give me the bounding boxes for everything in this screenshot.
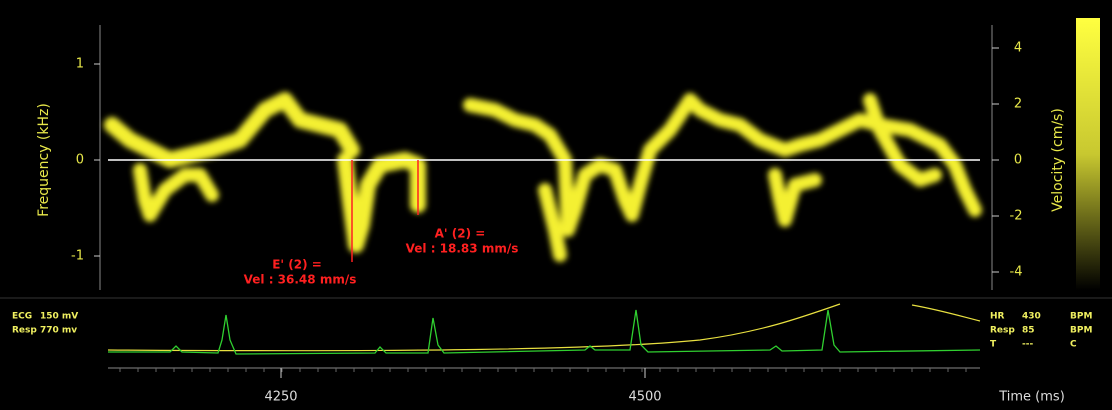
physio-value: 85 bbox=[1022, 326, 1035, 336]
right-tick-label: 2 bbox=[1014, 97, 1022, 112]
physio-value: 150 mV bbox=[40, 312, 78, 322]
physio-unit: BPM bbox=[1070, 326, 1092, 336]
ecg-trace bbox=[108, 309, 981, 355]
time-axis-label: Time (ms) bbox=[998, 390, 1065, 405]
annotation-value: Vel : 36.48 mm/s bbox=[244, 273, 357, 287]
physio-unit: BPM bbox=[1070, 312, 1092, 322]
spectral-trace bbox=[538, 183, 567, 262]
physio-name: HR bbox=[990, 312, 1005, 322]
physio-value: --- bbox=[1022, 340, 1033, 350]
physio-unit: C bbox=[1070, 340, 1077, 350]
time-tick-label: 4250 bbox=[264, 390, 297, 405]
physio-value: 430 bbox=[1022, 312, 1041, 322]
spectral-trace bbox=[768, 168, 822, 227]
right-tick-label: 4 bbox=[1014, 41, 1022, 56]
spectral-trace bbox=[133, 163, 219, 222]
physio-value: 770 mv bbox=[40, 326, 77, 336]
right-axis-label: Velocity (cm/s) bbox=[1050, 108, 1066, 212]
time-tick-label: 4500 bbox=[628, 390, 661, 405]
physio-name: T bbox=[990, 340, 997, 350]
physio-name: Resp bbox=[12, 326, 37, 336]
left-axis-label: Frequency (kHz) bbox=[36, 103, 52, 217]
color-bar bbox=[1076, 18, 1100, 290]
left-tick-label: 0 bbox=[76, 153, 84, 168]
annotation-value: Vel : 18.83 mm/s bbox=[406, 242, 519, 256]
spectral-trace bbox=[104, 92, 360, 168]
annotation-title: E' (2) = bbox=[272, 258, 322, 272]
right-tick-label: -4 bbox=[1010, 265, 1023, 280]
annotation-title: A' (2) = bbox=[435, 227, 486, 241]
left-tick-label: 1 bbox=[76, 57, 84, 72]
right-tick-label: -2 bbox=[1010, 209, 1023, 224]
spectral-trace bbox=[863, 93, 942, 187]
right-tick-label: 0 bbox=[1014, 153, 1022, 168]
left-tick-label: -1 bbox=[71, 249, 84, 264]
physio-name: Resp bbox=[990, 326, 1015, 336]
resp-trace bbox=[107, 303, 981, 352]
physio-name: ECG bbox=[12, 312, 32, 322]
